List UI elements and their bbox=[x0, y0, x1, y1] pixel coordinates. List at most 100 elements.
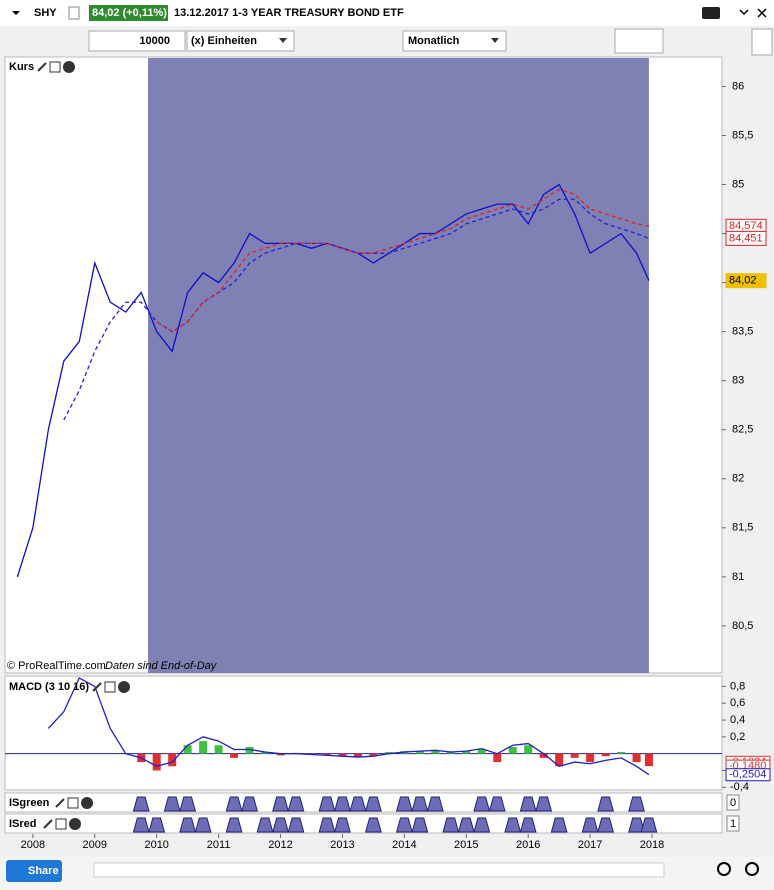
histogram-bar bbox=[338, 753, 347, 757]
panel-title: ISred bbox=[9, 818, 37, 830]
signal-block bbox=[457, 817, 475, 833]
close-icon[interactable] bbox=[118, 681, 130, 693]
signal-block bbox=[395, 817, 413, 833]
signal-block bbox=[132, 817, 150, 833]
panel-title: Kurs bbox=[9, 61, 34, 73]
settings-icon[interactable] bbox=[37, 62, 47, 72]
histogram-bar bbox=[570, 753, 579, 758]
histogram-bar bbox=[369, 753, 378, 757]
x-tick-label: 2012 bbox=[268, 839, 292, 851]
price-label: 84,451 bbox=[729, 232, 763, 244]
signal-block bbox=[411, 817, 429, 833]
keyboard-icon[interactable] bbox=[702, 7, 720, 19]
window-icon[interactable] bbox=[55, 818, 67, 830]
window-icon[interactable] bbox=[104, 681, 116, 693]
signal-block bbox=[628, 817, 645, 833]
y-tick-label: 0,4 bbox=[730, 714, 745, 726]
histogram-bar bbox=[586, 753, 595, 763]
minimize[interactable] bbox=[739, 9, 749, 16]
y-tick-label: 82 bbox=[732, 473, 744, 485]
share-label[interactable]: Share bbox=[28, 865, 59, 877]
histogram-bar bbox=[384, 752, 393, 754]
close-icon[interactable] bbox=[69, 818, 81, 830]
close-icon[interactable] bbox=[81, 797, 93, 809]
settings-icon[interactable] bbox=[55, 798, 65, 808]
panel-title: MACD (3 10 16) bbox=[9, 681, 89, 693]
y-tick-label: 86 bbox=[732, 80, 744, 92]
histogram-bar bbox=[245, 746, 254, 754]
signal-block bbox=[334, 817, 351, 833]
signal-block bbox=[365, 796, 382, 812]
settings-icon[interactable] bbox=[43, 819, 53, 829]
histogram-bar bbox=[644, 753, 653, 767]
current-value: 0 bbox=[730, 797, 736, 809]
macd-line bbox=[47, 677, 650, 776]
y-tick-label: 83 bbox=[732, 375, 744, 387]
list-icon[interactable] bbox=[68, 6, 80, 20]
histogram-bar bbox=[152, 753, 161, 771]
signal-block bbox=[504, 817, 522, 833]
x-tick-label: 2015 bbox=[454, 839, 478, 851]
histogram-bar bbox=[183, 745, 192, 754]
histogram-bar bbox=[617, 752, 626, 754]
signal-block bbox=[550, 817, 568, 833]
macd-panel bbox=[4, 675, 723, 791]
window-icon[interactable] bbox=[49, 61, 61, 73]
x-tick-label: 2008 bbox=[21, 839, 45, 851]
signal-block bbox=[519, 817, 537, 833]
y-tick-label: 0,2 bbox=[730, 731, 745, 743]
side-panel-button[interactable] bbox=[751, 28, 773, 56]
note: Daten sind End-of-Day bbox=[105, 660, 218, 672]
period-arrow[interactable] bbox=[491, 38, 499, 43]
signal-block bbox=[519, 796, 537, 812]
indicator-button[interactable] bbox=[614, 28, 664, 54]
signal-block bbox=[272, 817, 289, 833]
period-select[interactable] bbox=[402, 30, 507, 52]
histogram-bar bbox=[322, 753, 331, 756]
scrollbar[interactable] bbox=[93, 862, 665, 878]
y-tick-label: 81,5 bbox=[732, 522, 753, 534]
signal-block bbox=[318, 796, 336, 812]
symbol[interactable]: SHY bbox=[34, 7, 57, 19]
y-tick-label: 83,5 bbox=[732, 326, 753, 338]
zoom-in[interactable] bbox=[745, 862, 759, 876]
quantity-input[interactable] bbox=[88, 30, 186, 52]
y-tick-label: 0,8 bbox=[730, 680, 745, 692]
settings-icon[interactable] bbox=[92, 682, 102, 692]
signal-block bbox=[473, 796, 491, 812]
y-tick-label: -0,4 bbox=[730, 781, 749, 793]
signal-block bbox=[395, 796, 413, 812]
period[interactable]: Monatlich bbox=[408, 35, 460, 47]
histogram-bar bbox=[199, 741, 208, 754]
price-label-box bbox=[725, 230, 767, 246]
histogram-bar bbox=[462, 751, 471, 754]
signal-block bbox=[225, 796, 243, 812]
signal-block bbox=[640, 817, 658, 833]
signal-block bbox=[225, 817, 243, 833]
window-icon[interactable] bbox=[67, 797, 79, 809]
signal-block bbox=[365, 817, 382, 833]
close[interactable] bbox=[757, 8, 767, 18]
share-button[interactable] bbox=[6, 860, 62, 882]
price-label: 84,02 bbox=[729, 275, 757, 287]
price-line bbox=[156, 188, 650, 333]
units-select[interactable] bbox=[186, 30, 295, 52]
zoom-out[interactable] bbox=[717, 862, 731, 876]
histogram-bar bbox=[508, 746, 517, 754]
x-tick-label: 2011 bbox=[207, 839, 231, 851]
histogram-bar bbox=[539, 753, 548, 758]
x-tick-label: 2014 bbox=[392, 839, 416, 851]
histogram-bar bbox=[601, 753, 610, 757]
units-arrow[interactable] bbox=[279, 38, 287, 43]
signal-block bbox=[581, 817, 599, 833]
price-line bbox=[63, 198, 650, 421]
close-icon[interactable] bbox=[63, 61, 75, 73]
signal-block bbox=[628, 796, 645, 812]
quantity[interactable]: 10000 bbox=[139, 35, 170, 47]
signal-block bbox=[256, 817, 274, 833]
current-value: 1 bbox=[730, 818, 736, 830]
isred-panel bbox=[4, 813, 723, 834]
menu-arrow[interactable] bbox=[12, 11, 20, 15]
units[interactable]: (x) Einheiten bbox=[191, 35, 257, 47]
x-tick-label: 2018 bbox=[640, 839, 664, 851]
